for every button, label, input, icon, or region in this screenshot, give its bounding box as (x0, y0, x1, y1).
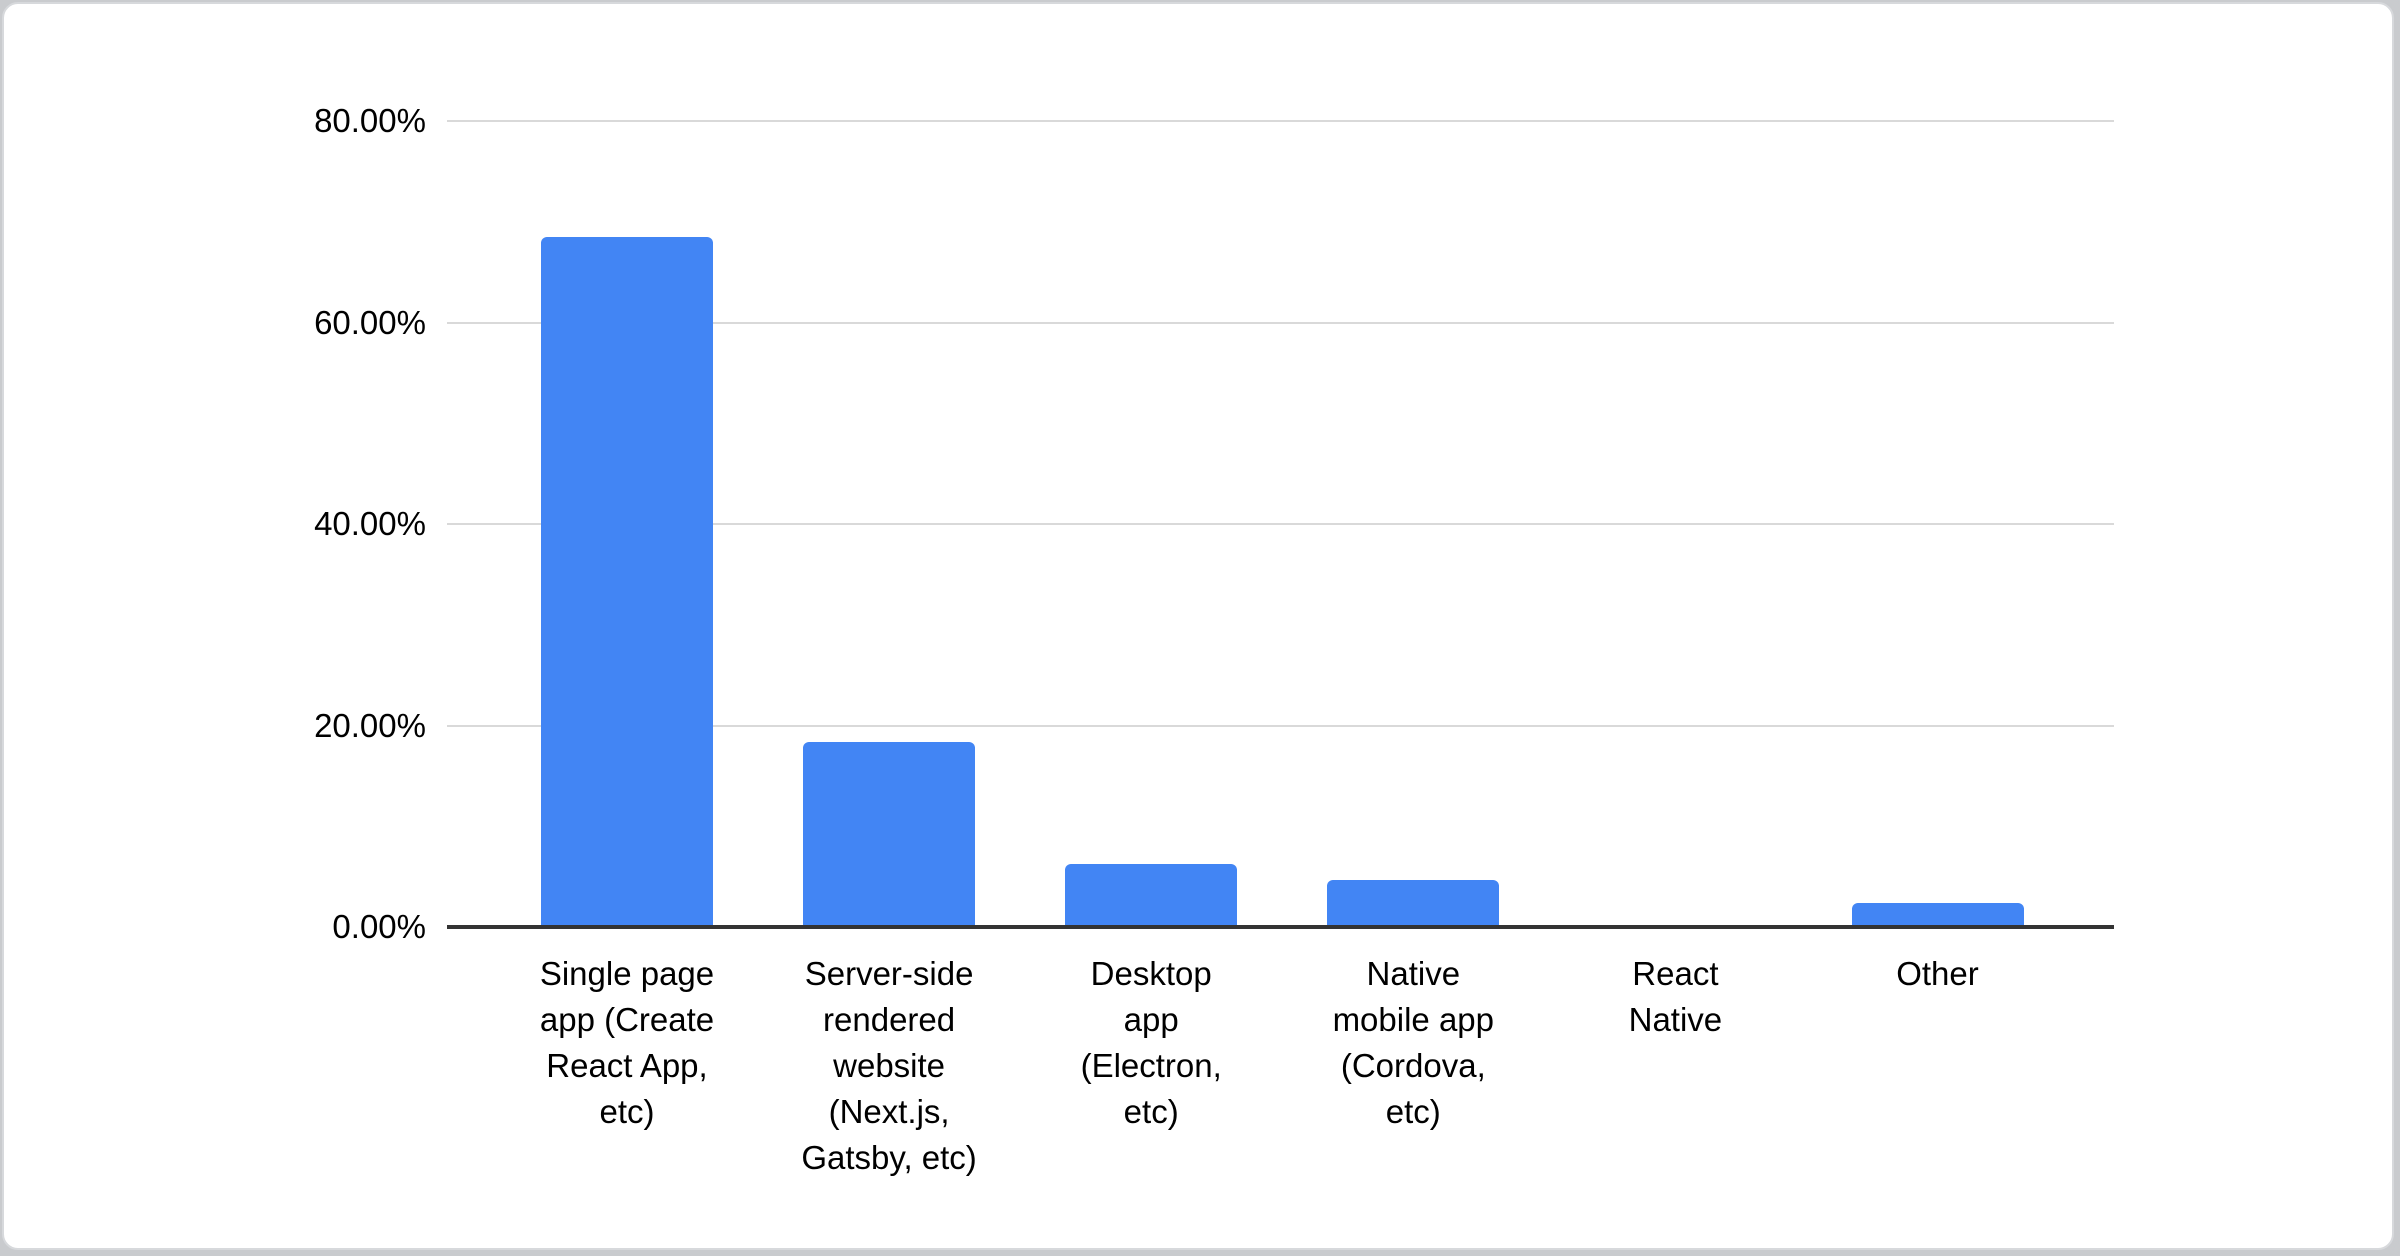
gridline-60 (447, 321, 2114, 324)
bar-3[interactable] (1065, 863, 1238, 927)
x-axis-category-label: React Native (1628, 955, 1723, 1038)
x-axis-category-label: Desktop app (Electron, etc) (1080, 955, 1222, 1130)
bar-2[interactable] (803, 741, 976, 927)
y-axis-tick-label: 20.00% (314, 706, 426, 744)
y-axis-tick-label: 40.00% (314, 505, 426, 542)
y-axis-tick-label: 60.00% (314, 303, 426, 341)
y-axis-tick-label: 0.00% (332, 908, 426, 945)
y-axis-tick-label: 80.00% (314, 102, 426, 139)
gridline-80 (447, 120, 2114, 122)
bar-6[interactable] (1851, 902, 2024, 927)
plot-area: 0.00% 20.00% 40.00% 60.00% 80.00% Single page… (4, 4, 2392, 1248)
bar-4[interactable] (1327, 879, 1500, 927)
gridline-40 (447, 523, 2114, 525)
x-axis-category-label: Single page app (Create React App, etc) (539, 955, 715, 1130)
bar-1[interactable] (541, 236, 713, 927)
x-axis-category-label: Native mobile app (Cordova, etc) (1332, 955, 1495, 1130)
x-axis-line (447, 925, 2114, 929)
x-axis-category-label: Server-side rendered website (Next.js, G… (801, 955, 977, 1176)
gridline-20 (447, 724, 2114, 727)
x-axis-category-label: Other (1896, 955, 1979, 992)
